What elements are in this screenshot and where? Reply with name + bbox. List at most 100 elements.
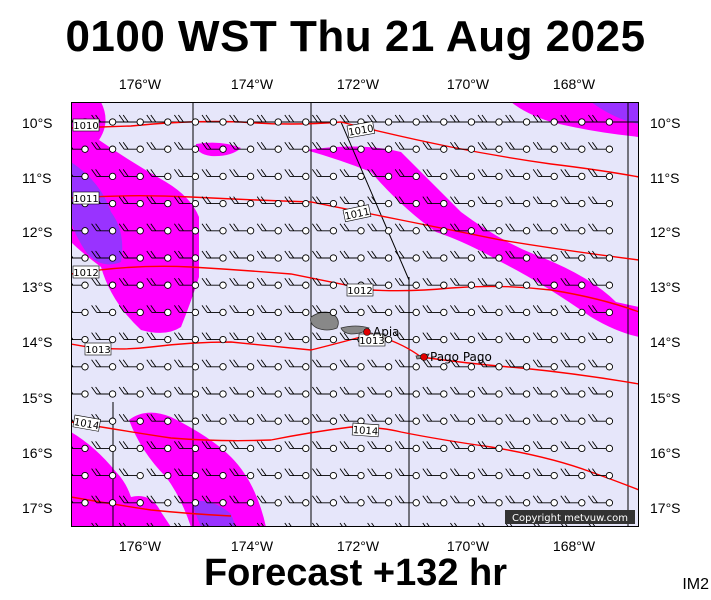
wind-barb-station (560, 141, 586, 153)
isobar-label-1012-west: 1012 (72, 265, 100, 279)
lat-label-right-16s: 16°S (650, 445, 681, 461)
wind-barb-station (201, 223, 227, 235)
wind-barb-station (229, 277, 255, 289)
wind-barb-station (339, 141, 365, 153)
wind-barb-station (256, 169, 282, 181)
lat-label-right-17s: 17°S (650, 500, 681, 516)
wind-barb-station (256, 468, 282, 480)
wind-barb-station (588, 305, 614, 317)
wind-barb-station (505, 114, 531, 126)
wind-barb-station (532, 250, 558, 262)
isobar-label-text: 1014 (73, 417, 100, 432)
wind-barb-station (339, 441, 365, 453)
rain-area-heavy-top-right (591, 102, 639, 124)
isobar-label-1013-east: 1013 (358, 333, 386, 347)
lat-label-left-15s: 15°S (22, 390, 53, 406)
wind-barb-station (91, 359, 117, 371)
wind-barb-station (256, 413, 282, 425)
wind-barb-station (229, 305, 255, 317)
rain-area-heavy-west (71, 162, 123, 265)
place-marker-apia (363, 328, 371, 336)
wind-barb-station (256, 359, 282, 371)
wind-barb-station (532, 468, 558, 480)
lat-label-right-11s: 11°S (650, 170, 680, 186)
wind-barb-station (118, 359, 144, 371)
lat-label-right-12s: 12°S (650, 224, 681, 240)
lat-label-left-14s: 14°S (22, 334, 53, 350)
wind-barb-station (532, 277, 558, 289)
wind-barb-station (394, 169, 420, 181)
wind-barb-station (118, 468, 144, 480)
wind-barb-station (394, 114, 420, 126)
wind-barb-station (588, 169, 614, 181)
wind-barb-station (560, 196, 586, 208)
wind-barb-station (91, 305, 117, 317)
wind-barb-station (339, 386, 365, 398)
wind-barb-station (118, 223, 144, 235)
wind-barb-station (174, 114, 200, 126)
wind-barb-station (284, 141, 310, 153)
wind-barb-station (450, 386, 476, 398)
wind-barb-station (367, 305, 393, 317)
wind-barb-station (560, 305, 586, 317)
wind-barb-station (450, 141, 476, 153)
isobar-1015 (71, 496, 232, 517)
wind-barb-station (91, 250, 117, 262)
weather-map: 1010 1010 1011 1011 1012 1012 (71, 102, 639, 527)
wind-barb-station (588, 277, 614, 289)
wind-barb-station (201, 495, 227, 507)
wind-barb-station (71, 308, 89, 317)
wind-barb-station (256, 277, 282, 289)
wind-barb-station (477, 277, 503, 289)
wind-barb-station (560, 441, 586, 453)
wind-barb-station (394, 413, 420, 425)
wind-barb-station (284, 359, 310, 371)
wind-barb-station (422, 413, 448, 425)
wind-barb-station (505, 305, 531, 317)
wind-barb-station (146, 196, 172, 208)
isobar-label-1010-west: 1010 (72, 118, 100, 132)
wind-barb-station (339, 495, 365, 507)
wind-barb-station (174, 332, 200, 344)
wind-barb-station (118, 114, 144, 126)
wind-barb-station (450, 468, 476, 480)
wind-barb-station (560, 468, 586, 480)
isobar-label-text: 1010 (348, 124, 375, 139)
rain-area-northwest (71, 102, 199, 333)
wind-barb-station (422, 495, 448, 507)
wind-barb-station (505, 332, 531, 344)
wind-barb-station (256, 114, 282, 126)
wind-barb-station (450, 196, 476, 208)
wind-barb-station (146, 305, 172, 317)
wind-barb-station (256, 223, 282, 235)
wind-barb-station (422, 114, 448, 126)
wind-barb-station (91, 441, 117, 453)
isobar-label-1014-west: 1014 (72, 414, 101, 432)
wind-barb-station (229, 441, 255, 453)
place-pago-pago: Pago Pago (420, 350, 492, 364)
place-label-pago-pago: Pago Pago (430, 350, 492, 364)
wind-barb-station (146, 359, 172, 371)
wind-barb-station (532, 359, 558, 371)
isobar-label-text: 1012 (347, 286, 372, 297)
wind-barb-station (229, 114, 255, 126)
wind-barb-station (229, 495, 255, 507)
wind-barb-station (91, 223, 117, 235)
wind-barb-station (588, 250, 614, 262)
wind-barb-station (588, 468, 614, 480)
wind-barb-station (532, 332, 558, 344)
rain-area-southwest (71, 432, 171, 527)
wind-barb-station (91, 277, 117, 289)
wind-barb-station (256, 305, 282, 317)
wind-barb-station (588, 441, 614, 453)
wind-barb-station (450, 305, 476, 317)
wind-barb-station (367, 441, 393, 453)
wind-barb-station (229, 169, 255, 181)
wind-barb-station (394, 277, 420, 289)
wind-barb-station (367, 114, 393, 126)
wind-barb-station (560, 277, 586, 289)
wind-barb-station (367, 169, 393, 181)
lat-label-right-10s: 10°S (650, 115, 681, 131)
wind-barb-station (505, 250, 531, 262)
isobar-labels: 1010 1010 1011 1011 1012 1012 (72, 118, 386, 438)
